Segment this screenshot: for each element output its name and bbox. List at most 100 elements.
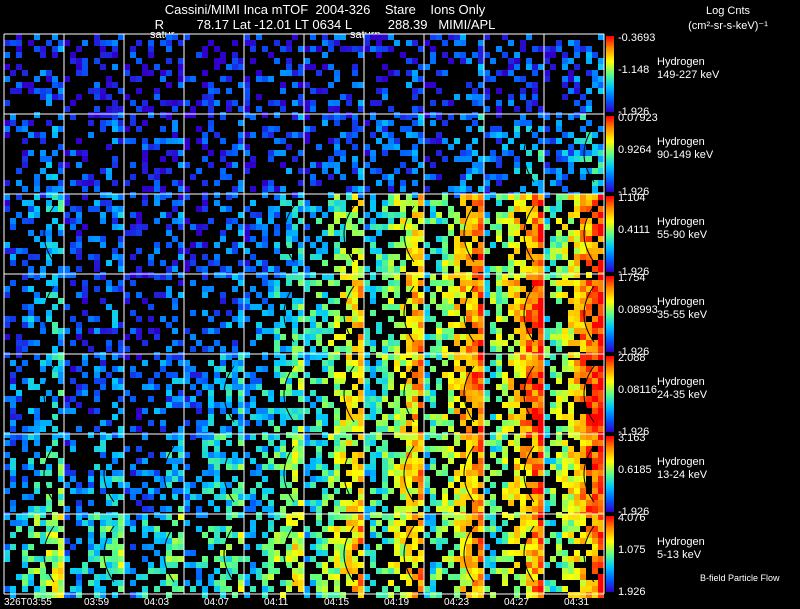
colorbar-min: -1.926 xyxy=(618,426,650,438)
field-line xyxy=(403,285,415,343)
panel xyxy=(544,434,604,518)
species-name: Hydrogen xyxy=(657,216,705,228)
panel xyxy=(304,114,364,198)
species-name: Hydrogen xyxy=(657,296,705,308)
colorbar-mid: 0.6185 xyxy=(618,464,652,476)
field-line xyxy=(283,205,295,263)
panel xyxy=(544,514,604,598)
colorbar-mid: 0.08116 xyxy=(618,384,657,396)
colorbar-max: 4.076 xyxy=(618,512,646,524)
field-line xyxy=(343,445,355,503)
panel xyxy=(4,194,64,278)
field-line xyxy=(223,365,235,423)
field-line xyxy=(163,445,175,503)
field-line xyxy=(343,365,355,423)
panel xyxy=(64,354,124,438)
panel xyxy=(484,514,544,598)
panel xyxy=(484,354,544,438)
time-tick-label: 04:03 xyxy=(144,597,170,608)
colorbar-mid: 0.9264 xyxy=(618,144,652,156)
color-bar xyxy=(606,356,614,432)
color-bar xyxy=(606,196,614,272)
energy-range: 13-24 keV xyxy=(657,469,708,481)
colorbar-max: 1.754 xyxy=(618,272,646,284)
panel xyxy=(124,34,184,118)
field-line xyxy=(463,445,475,503)
colorbar-max: 2.088 xyxy=(618,352,646,364)
species-name: Hydrogen xyxy=(657,376,705,388)
field-line xyxy=(43,205,55,263)
colorbar-max: 0.07923 xyxy=(618,112,658,124)
field-line xyxy=(523,205,535,263)
panel xyxy=(484,274,544,358)
panel xyxy=(4,274,64,358)
panel xyxy=(544,34,604,118)
panel xyxy=(184,34,244,118)
energy-range: 5-13 keV xyxy=(657,549,702,561)
colorbar-min: -1.926 xyxy=(618,266,650,278)
colorbar-mid: -1.148 xyxy=(618,64,650,76)
panel xyxy=(184,114,244,198)
species-label: Hydrogen 90-149 keV xyxy=(657,136,713,162)
panel xyxy=(124,194,184,278)
panel xyxy=(4,514,64,598)
field-line xyxy=(463,205,475,263)
field-line xyxy=(523,445,535,503)
time-tick-label: 04:07 xyxy=(204,597,230,608)
panel xyxy=(64,194,124,278)
panel xyxy=(304,514,364,598)
field-line xyxy=(223,525,235,583)
panel xyxy=(244,514,304,598)
field-line xyxy=(583,125,595,183)
species-name: Hydrogen xyxy=(657,136,705,148)
colorbar-max: 3.163 xyxy=(618,432,646,444)
panel xyxy=(64,274,124,358)
panel xyxy=(244,194,304,278)
field-line xyxy=(403,445,415,503)
species-label: Hydrogen 149-227 keV xyxy=(657,56,719,82)
species-label: Hydrogen 13-24 keV xyxy=(657,456,707,482)
colorbar-mid: 0.4111 xyxy=(618,224,651,236)
panel xyxy=(184,194,244,278)
field-line xyxy=(343,285,355,343)
field-line xyxy=(283,525,295,583)
panel xyxy=(364,274,424,358)
colorbar-min: -1.926 xyxy=(618,346,650,358)
field-line xyxy=(523,285,535,343)
panel xyxy=(424,274,484,358)
panel xyxy=(484,34,544,118)
species-label: Hydrogen 24-35 keV xyxy=(657,376,707,402)
panel xyxy=(184,514,244,598)
panel xyxy=(544,274,604,358)
field-line xyxy=(463,525,475,583)
panel xyxy=(124,274,184,358)
panel xyxy=(124,354,184,438)
panel xyxy=(244,114,304,198)
field-line xyxy=(103,525,115,583)
panel xyxy=(484,114,544,198)
panel xyxy=(304,34,364,118)
panel xyxy=(4,434,64,518)
panel xyxy=(4,34,64,118)
species-name: Hydrogen xyxy=(657,536,705,548)
field-line xyxy=(403,525,415,583)
field-line xyxy=(463,365,475,423)
field-line xyxy=(343,205,355,263)
panel xyxy=(364,34,424,118)
energy-range: 90-149 keV xyxy=(657,149,714,161)
color-bar xyxy=(606,116,614,192)
field-line xyxy=(583,445,595,503)
panel xyxy=(304,434,364,518)
colorbar-mid: 0.08993 xyxy=(618,304,658,316)
field-line xyxy=(343,525,355,583)
field-line xyxy=(163,525,175,583)
field-line xyxy=(43,525,55,583)
time-tick-label: 04:23 xyxy=(444,597,470,608)
field-line xyxy=(283,445,295,503)
species-label: Hydrogen 5-13 keV xyxy=(657,536,705,562)
time-tick-label: 04:31 xyxy=(564,597,590,608)
panel xyxy=(4,114,64,198)
panel xyxy=(244,274,304,358)
panel xyxy=(424,34,484,118)
